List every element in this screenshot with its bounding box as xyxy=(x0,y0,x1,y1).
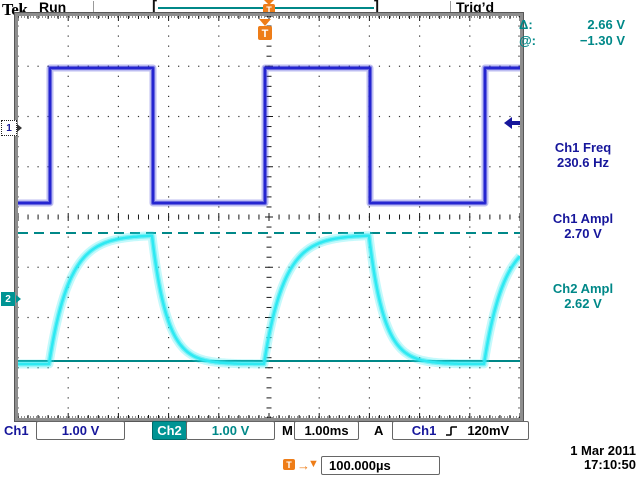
ch2-scale-value: 1.00 V xyxy=(186,421,275,440)
graticule: T xyxy=(14,15,524,419)
svg-text:T: T xyxy=(262,28,269,40)
trigger-pos-t-icon: T xyxy=(283,459,295,470)
trigger-pos-arrow-icon: → xyxy=(297,458,310,473)
trigger-marker-arrow-icon xyxy=(264,0,274,5)
trigger-marker-t-icon: T xyxy=(263,4,275,15)
cursor-readout: Δ: 2.66 V @: −1.30 V xyxy=(519,17,625,49)
trigger-position-marker-icon xyxy=(264,0,274,5)
trigger-pos-down-icon: ▼ xyxy=(308,458,319,470)
trigger-readout: Ch1 120mV xyxy=(392,421,529,440)
cursor-at-label: @: xyxy=(519,33,537,48)
topbar-divider xyxy=(93,1,94,14)
trigger-status: Trig’d xyxy=(456,0,495,15)
measurement-ch2-ampl: Ch2 Ampl 2.62 V xyxy=(528,281,638,311)
measurement-value: 230.6 Hz xyxy=(556,155,610,170)
trigger-source: Ch1 xyxy=(411,423,437,438)
measurement-ch1-freq: Ch1 Freq 230.6 Hz xyxy=(528,140,638,170)
ch1-marker-tip-icon xyxy=(17,124,22,132)
measurement-label: Ch1 Ampl xyxy=(552,211,614,226)
measurement-ch1-ampl: Ch1 Ampl 2.70 V xyxy=(528,211,638,241)
ch2-scale-label: Ch2 xyxy=(152,421,187,440)
ch2-position-marker: 2 xyxy=(1,292,21,306)
ch1-scale-label: Ch1 xyxy=(4,423,29,438)
ch2-marker-label: 2 xyxy=(5,293,11,305)
record-view-right-bracket: ] xyxy=(374,0,379,15)
acquisition-status: Run xyxy=(39,0,67,15)
topbar-divider xyxy=(450,1,451,14)
trigger-level: 120mV xyxy=(467,423,510,438)
ch1-position-marker: 1 xyxy=(1,120,22,136)
cursor-delta-label: Δ: xyxy=(519,17,533,32)
timebase-label: M xyxy=(282,423,293,438)
trigger-position-value: 100.000µs xyxy=(321,456,440,475)
rising-edge-slope-icon xyxy=(446,425,458,436)
crt-frame: T xyxy=(14,12,524,422)
ch1-scale-value: 1.00 V xyxy=(36,421,125,440)
measurement-value: 2.62 V xyxy=(564,296,602,311)
waveform-display: T xyxy=(14,15,524,419)
ch1-marker-label: 1 xyxy=(6,122,12,134)
date: 1 Mar 2011 xyxy=(570,443,636,458)
ch2-marker-tip-icon xyxy=(16,295,21,303)
trigger-mode-label: A xyxy=(374,423,384,438)
timebase-value: 1.00ms xyxy=(294,421,359,440)
measurement-label: Ch1 Freq xyxy=(554,140,612,155)
datetime: 1 Mar 2011 17:10:50 xyxy=(570,444,636,472)
cursor-delta-value: 2.66 V xyxy=(587,17,625,32)
measurement-value: 2.70 V xyxy=(564,226,602,241)
record-view-left-bracket: [ xyxy=(152,0,157,15)
time: 17:10:50 xyxy=(583,457,636,472)
cursor-at-value: −1.30 V xyxy=(579,33,625,48)
measurement-label: Ch2 Ampl xyxy=(552,281,614,296)
